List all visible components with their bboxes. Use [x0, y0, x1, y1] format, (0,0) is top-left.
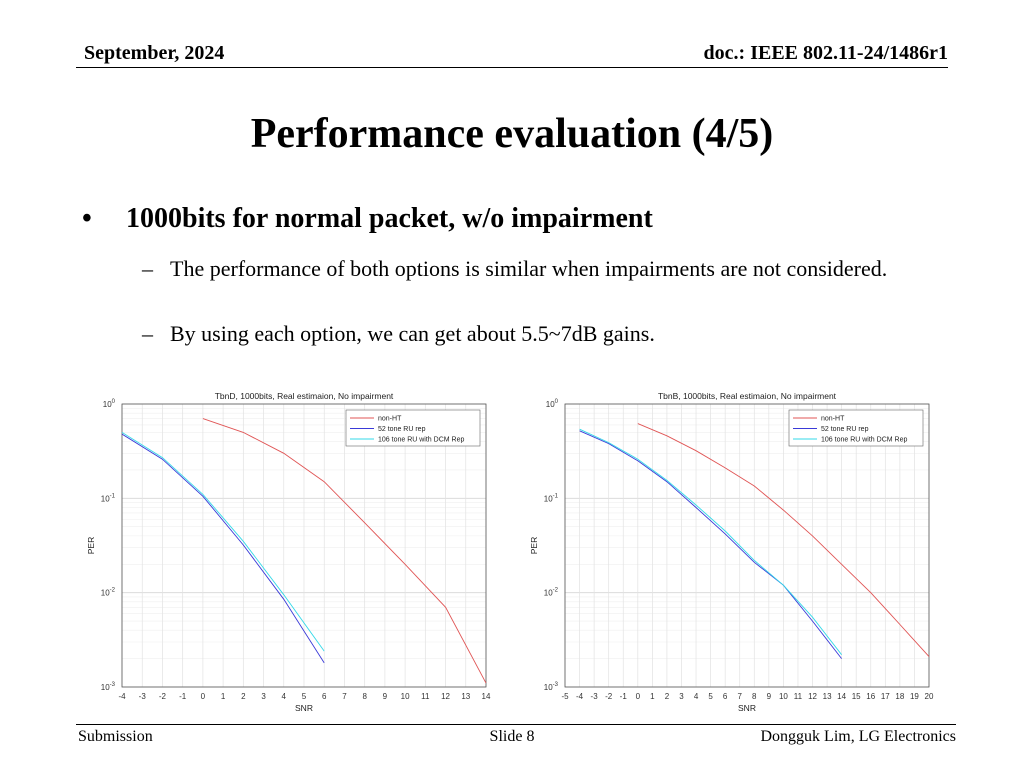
sub-bullet-2: – By using each option, we can get about …	[142, 318, 890, 349]
plot-frame	[121, 403, 487, 688]
x-tick-label: 19	[910, 692, 919, 701]
footer-submission: Submission	[78, 728, 153, 745]
legend-box	[345, 409, 481, 447]
y-axis-label: PER	[529, 537, 539, 554]
series-line	[202, 418, 487, 684]
x-tick-label: 0	[636, 692, 641, 701]
x-tick-label: -2	[605, 692, 613, 701]
x-tick-label: 15	[852, 692, 861, 701]
x-tick-label: 6	[723, 692, 728, 701]
y-tick-label: 10-2	[544, 588, 559, 598]
header-date: September, 2024	[84, 42, 225, 64]
x-tick-label: 20	[925, 692, 934, 701]
legend-label: 52 tone RU rep	[821, 426, 869, 433]
series-line	[579, 428, 842, 655]
x-tick-label: 12	[441, 692, 450, 701]
x-tick-label: 11	[794, 692, 803, 701]
x-tick-label: 17	[881, 692, 890, 701]
sub-bullet-text: The performance of both options is simil…	[170, 256, 888, 281]
chart-title: TbnD, 1000bits, Real estimaion, No impai…	[215, 391, 394, 401]
x-tick-label: 5	[708, 692, 713, 701]
x-tick-label: 9	[767, 692, 772, 701]
x-tick-label: 10	[401, 692, 410, 701]
slide-title: Performance evaluation (4/5)	[250, 111, 774, 157]
sub-bullet-dash: –	[142, 256, 153, 281]
x-tick-label: -3	[591, 692, 599, 701]
x-tick-label: 11	[421, 692, 430, 701]
y-tick-label: 10-1	[101, 493, 116, 503]
x-axis-label: SNR	[295, 703, 313, 713]
y-tick-label: 10-3	[544, 682, 559, 692]
footer-divider	[76, 724, 956, 725]
x-tick-label: 13	[823, 692, 832, 701]
series-line	[121, 433, 325, 664]
x-tick-label: -4	[118, 692, 126, 701]
x-tick-label: -1	[179, 692, 187, 701]
x-tick-label: 2	[241, 692, 246, 701]
bullet-text: 1000bits for normal packet, w/o impairme…	[126, 203, 653, 234]
plot-area	[565, 404, 929, 687]
x-tick-label: -1	[620, 692, 628, 701]
legend-label: 106 tone RU with DCM Rep	[821, 437, 907, 444]
x-tick-label: 14	[482, 692, 491, 701]
sub-bullet-1: – The performance of both options is simi…	[142, 253, 890, 284]
bullet-dot: •	[82, 203, 92, 234]
plot-frame	[564, 403, 930, 688]
x-tick-label: 13	[461, 692, 470, 701]
legend-label: non-HT	[821, 416, 845, 423]
x-tick-label: 5	[302, 692, 307, 701]
x-tick-label: 3	[261, 692, 266, 701]
x-tick-label: 2	[665, 692, 670, 701]
y-tick-label: 10-1	[544, 493, 559, 503]
y-tick-label: 10-2	[101, 588, 116, 598]
legend-label: 52 tone RU rep	[378, 426, 426, 433]
series-line	[121, 432, 325, 652]
x-tick-label: 12	[808, 692, 817, 701]
x-tick-label: -3	[139, 692, 147, 701]
legend-box	[788, 409, 924, 447]
footer-author: Dongguk Lim, LG Electronics	[760, 728, 956, 745]
chart-title: TbnB, 1000bits, Real estimaion, No impai…	[658, 391, 837, 401]
x-tick-label: 8	[752, 692, 757, 701]
x-tick-label: -4	[576, 692, 584, 701]
x-tick-label: 4	[694, 692, 699, 701]
x-tick-label: -5	[561, 692, 569, 701]
x-tick-label: 7	[737, 692, 742, 701]
x-tick-label: 18	[895, 692, 904, 701]
y-axis-label: PER	[86, 537, 96, 554]
series-line	[637, 423, 930, 657]
x-tick-label: 1	[650, 692, 655, 701]
x-tick-label: 14	[837, 692, 846, 701]
x-tick-label: 16	[866, 692, 875, 701]
x-tick-label: 4	[282, 692, 287, 701]
y-tick-label: 100	[103, 399, 116, 409]
legend-label: non-HT	[378, 416, 402, 423]
x-axis-label: SNR	[738, 703, 756, 713]
bullet-item: • 1000bits for normal packet, w/o impairm…	[82, 203, 653, 235]
legend-label: 106 tone RU with DCM Rep	[378, 437, 464, 444]
y-tick-label: 100	[546, 399, 559, 409]
sub-bullet-text: By using each option, we can get about 5…	[170, 321, 655, 346]
series-line	[579, 430, 842, 659]
x-tick-label: 6	[322, 692, 327, 701]
x-tick-label: 8	[362, 692, 367, 701]
header-divider	[76, 67, 948, 68]
x-tick-label: 7	[342, 692, 347, 701]
x-tick-label: 3	[679, 692, 684, 701]
x-tick-label: 9	[383, 692, 388, 701]
sub-bullet-dash: –	[142, 321, 153, 346]
x-tick-label: 0	[201, 692, 206, 701]
y-tick-label: 10-3	[101, 682, 116, 692]
x-tick-label: -2	[159, 692, 167, 701]
x-tick-label: 10	[779, 692, 788, 701]
x-tick-label: 1	[221, 692, 226, 701]
footer-slide-number: Slide 8	[489, 728, 535, 745]
header-doc-id: doc.: IEEE 802.11-24/1486r1	[703, 42, 948, 64]
